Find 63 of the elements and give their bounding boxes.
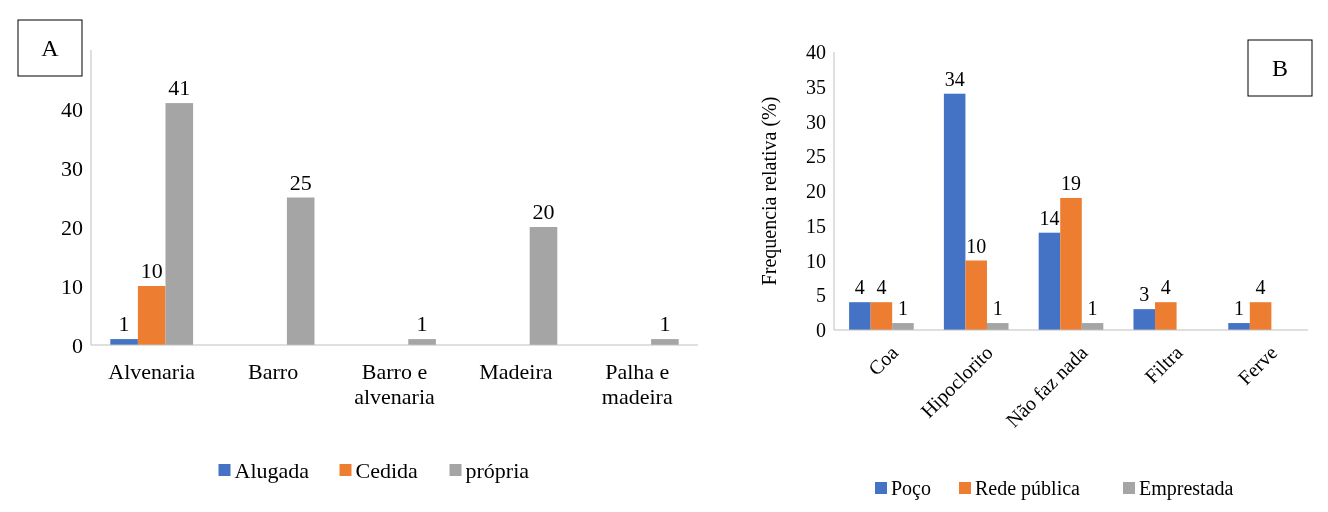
data-label: 10	[140, 258, 163, 283]
data-label: 10	[966, 234, 987, 257]
y-tick-label: 40	[806, 41, 826, 63]
annotation: B	[1271, 55, 1289, 82]
bar	[943, 93, 966, 330]
data-label: 1	[1234, 297, 1245, 320]
y-tick-label: 35	[806, 75, 826, 98]
y-tick-label: 0	[816, 319, 826, 341]
bar	[1133, 309, 1156, 330]
legend-label: Alugada	[234, 457, 310, 483]
data-label: 4	[1255, 276, 1266, 299]
x-tick-label: Palha e madeira	[601, 359, 673, 410]
bar	[1038, 232, 1061, 330]
x-tick-label: Coa	[863, 341, 903, 380]
x-tick-label: Barro e alvenaria	[354, 359, 436, 410]
data-label: 34	[944, 67, 965, 90]
data-label: 20	[532, 199, 555, 224]
bar	[1249, 302, 1272, 330]
bar	[965, 260, 987, 330]
y-tick-label: 10	[806, 249, 826, 272]
bar	[1155, 302, 1177, 330]
x-tick-label: Não faz nada	[1001, 341, 1092, 432]
data-label: 1	[992, 297, 1003, 320]
legend-label: Emprestada	[1139, 477, 1234, 500]
data-label: 41	[168, 75, 191, 101]
data-label: 1	[416, 311, 428, 337]
bar	[1060, 197, 1082, 330]
y-tick-label: 15	[806, 214, 826, 237]
data-label: 3	[1139, 283, 1150, 306]
bar	[165, 103, 194, 345]
y-tick-label: 10	[61, 273, 83, 299]
data-label: 14	[1039, 206, 1060, 229]
legend-label: própria	[465, 457, 530, 483]
y-tick-label: 25	[806, 145, 826, 168]
y-axis-title: Frequencia relativa (%)	[758, 96, 781, 286]
y-tick-label: 20	[61, 214, 83, 240]
y-tick-label: 5	[816, 284, 826, 307]
bar	[137, 286, 166, 345]
x-tick-label: Madeira	[479, 359, 553, 384]
y-tick-label: 30	[806, 110, 826, 133]
data-label: 25	[289, 169, 312, 195]
bar	[529, 227, 558, 345]
y-tick-label: 40	[61, 96, 83, 122]
text: A	[41, 35, 60, 62]
y-tick-label: 0	[72, 332, 83, 358]
legend-label: Cedida	[355, 457, 419, 483]
data-label: 4	[876, 276, 887, 299]
x-tick-label: Alvenaria	[108, 359, 196, 384]
legend-label: Poço	[891, 477, 931, 500]
data-label: 1	[118, 311, 130, 337]
x-tick-label: Barro	[248, 359, 299, 384]
bar	[870, 302, 893, 330]
legend-label: Rede pública	[975, 477, 1081, 500]
data-label: 1	[1087, 297, 1098, 320]
bar	[286, 197, 315, 345]
bar	[849, 302, 871, 330]
y-tick-label: 30	[61, 155, 83, 181]
y-tick-label: 20	[806, 180, 826, 202]
data-label: 4	[854, 276, 865, 299]
data-label: 1	[897, 297, 908, 320]
data-label: 19	[1061, 171, 1081, 194]
data-label: 4	[1160, 276, 1171, 299]
data-label: 1	[659, 311, 671, 337]
